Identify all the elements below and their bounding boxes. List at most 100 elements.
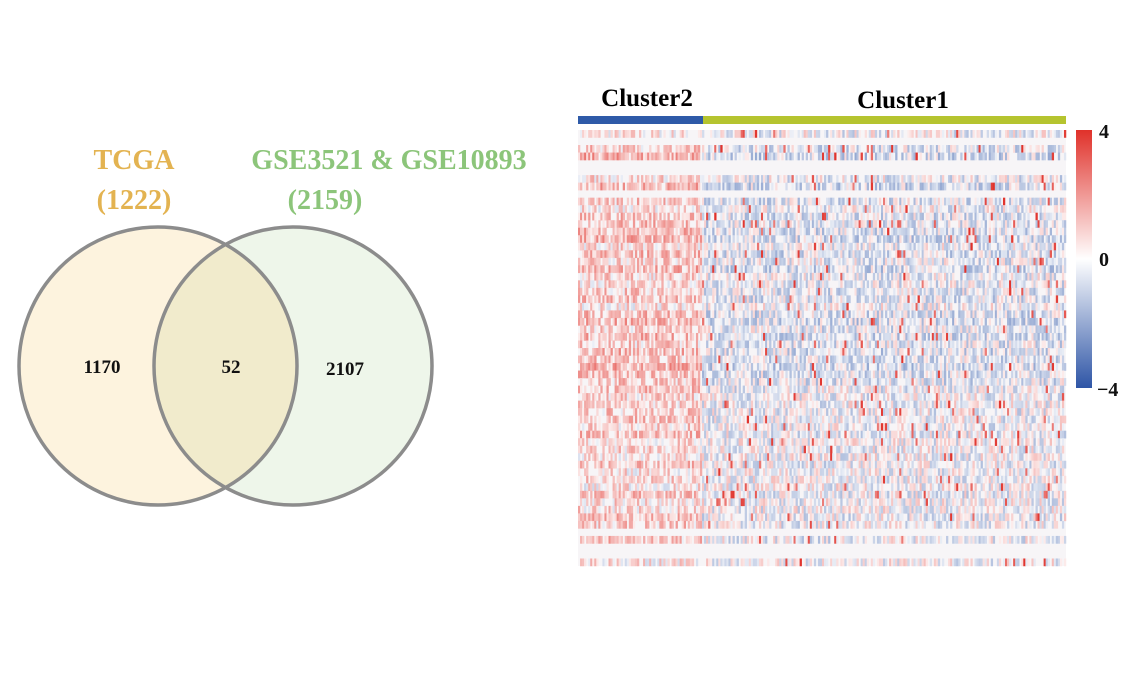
heatmap-cell [899,287,902,296]
heatmap-cell [716,250,719,259]
heatmap-cell [864,317,867,326]
heatmap-cell [647,205,650,213]
heatmap-cell [950,295,953,304]
heatmap-cell [677,317,680,326]
heatmap-cell [679,220,682,228]
heatmap-cell [1005,242,1008,251]
heatmap-cell [653,197,656,206]
heatmap-cell [592,355,595,364]
heatmap-cell [584,265,587,274]
heatmap-cell [880,295,884,304]
heatmap-cell [929,325,933,334]
heatmap-cell [822,235,825,244]
heatmap-cell [1043,302,1046,311]
heatmap-cell [606,197,609,206]
heatmap-cell [728,302,731,311]
heatmap-cell [984,302,987,311]
heatmap-cell [811,220,815,228]
heatmap-cell [848,355,851,364]
heatmap-cell [1047,152,1050,161]
heatmap-cell [1007,310,1010,319]
heatmap-cell [578,265,581,274]
heatmap-cell [978,265,981,274]
heatmap-cell [962,317,965,326]
heatmap-cell [805,317,809,326]
heatmap-cell [775,242,778,251]
heatmap-cell [822,182,825,191]
heatmap-cell [954,257,957,266]
heatmap-cell [887,182,890,191]
heatmap-cell [653,325,656,334]
heatmap-cell [944,272,947,281]
heatmap-cell [1023,280,1026,289]
heatmap-cell [671,250,674,259]
heatmap-cell [722,280,725,289]
heatmap-cell [954,197,957,206]
heatmap-cell [1025,205,1028,213]
heatmap-cell [787,250,790,259]
heatmap-cell [1029,325,1032,334]
heatmap-cell [860,205,863,213]
heatmap-cell [600,250,603,259]
heatmap-cell [824,325,827,334]
heatmap-cell [1000,325,1004,334]
heatmap-cell [854,332,857,341]
heatmap-cell [909,287,912,296]
heatmap-cell [907,302,910,311]
heatmap-cell [667,227,670,236]
heatmap-cell [616,250,619,259]
heatmap-cell [1041,332,1044,341]
heatmap-cell [832,182,835,191]
heatmap-cell [655,348,658,356]
heatmap-cell [669,287,672,296]
heatmap-cell [911,235,914,244]
heatmap-cell [1033,325,1036,334]
heatmap-cell [952,197,955,206]
heatmap-cell [643,302,646,311]
heatmap-cell [809,272,813,281]
heatmap-cell [834,182,837,191]
heatmap-cell [1057,145,1061,153]
heatmap-cell [622,348,626,356]
heatmap-cell [718,272,721,281]
heatmap-cell [891,205,894,213]
heatmap-cell [1011,175,1014,183]
heatmap-cell [801,317,804,326]
heatmap-cell [655,257,658,266]
heatmap-cell [679,340,682,349]
heatmap-cell [773,355,776,364]
heatmap-cell [968,235,971,244]
heatmap-cell [580,363,583,371]
heatmap-cell [917,182,920,191]
heatmap-cell [718,340,721,349]
heatmap-cell [1063,130,1067,138]
heatmap-cell [752,325,756,334]
heatmap-cell [919,272,922,281]
heatmap-cell [592,205,595,213]
heatmap-cell [830,302,833,311]
heatmap-cell [616,220,619,228]
heatmap-cell [836,175,839,183]
heatmap-cell [620,332,623,341]
heatmap-cell [974,348,977,356]
heatmap-cell [1053,145,1057,153]
heatmap-cell [669,197,672,206]
heatmap-cell [1049,130,1053,138]
heatmap-cell [996,212,1000,221]
heatmap-cell [590,257,593,266]
heatmap-cell [748,272,752,281]
heatmap-cell [1009,242,1012,251]
heatmap-cell [830,317,833,326]
heatmap-cell [1013,287,1016,296]
heatmap-cell [996,310,1000,319]
heatmap-cell [1033,205,1036,213]
heatmap-cell [771,182,774,191]
heatmap-cell [616,235,619,244]
heatmap-cell [962,130,965,138]
heatmap-cell [972,227,975,236]
heatmap-cell [671,130,674,138]
heatmap-cell [1019,272,1022,281]
heatmap-cell [1019,175,1022,183]
heatmap-cell [952,332,955,341]
heatmap-cell [773,220,776,228]
